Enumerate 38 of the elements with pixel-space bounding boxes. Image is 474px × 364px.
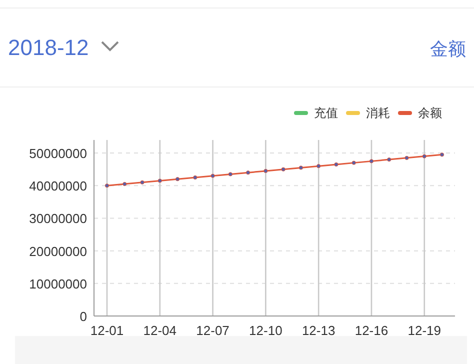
y-tick: 50000000 (29, 146, 87, 162)
x-tick: 12-16 (354, 323, 388, 338)
point (440, 152, 444, 157)
point (246, 170, 250, 175)
point (334, 162, 338, 166)
point (316, 164, 321, 168)
y-tick: 30000000 (29, 211, 87, 226)
point (158, 178, 162, 183)
point (210, 174, 215, 178)
point (387, 158, 392, 162)
x-tick: 12-10 (249, 323, 282, 338)
annotation: 金额 (430, 39, 466, 59)
point (140, 180, 144, 184)
legend: 充值 (314, 106, 338, 120)
legend: 余额 (418, 106, 442, 120)
point (352, 160, 356, 165)
point (193, 175, 198, 180)
x-tick: 12-13 (302, 323, 336, 338)
point (264, 168, 268, 174)
point (104, 184, 110, 188)
x-tick: 12-01 (90, 323, 124, 338)
point (422, 154, 426, 158)
y-tick: 20000000 (29, 244, 87, 259)
point (281, 167, 286, 172)
point (369, 159, 374, 164)
point (298, 166, 303, 170)
y-tick: 0 (80, 309, 87, 324)
point (404, 156, 409, 160)
point (175, 177, 180, 182)
y-tick: 10000000 (29, 276, 87, 292)
x-tick: 12-19 (408, 323, 441, 338)
point (122, 182, 127, 186)
y-tick: 40000000 (29, 178, 87, 194)
legend: 消耗 (366, 106, 390, 120)
point (228, 172, 232, 176)
x-tick: 12-07 (196, 323, 230, 338)
title: 2018-12 (8, 35, 89, 60)
x-tick: 12-04 (143, 323, 177, 338)
